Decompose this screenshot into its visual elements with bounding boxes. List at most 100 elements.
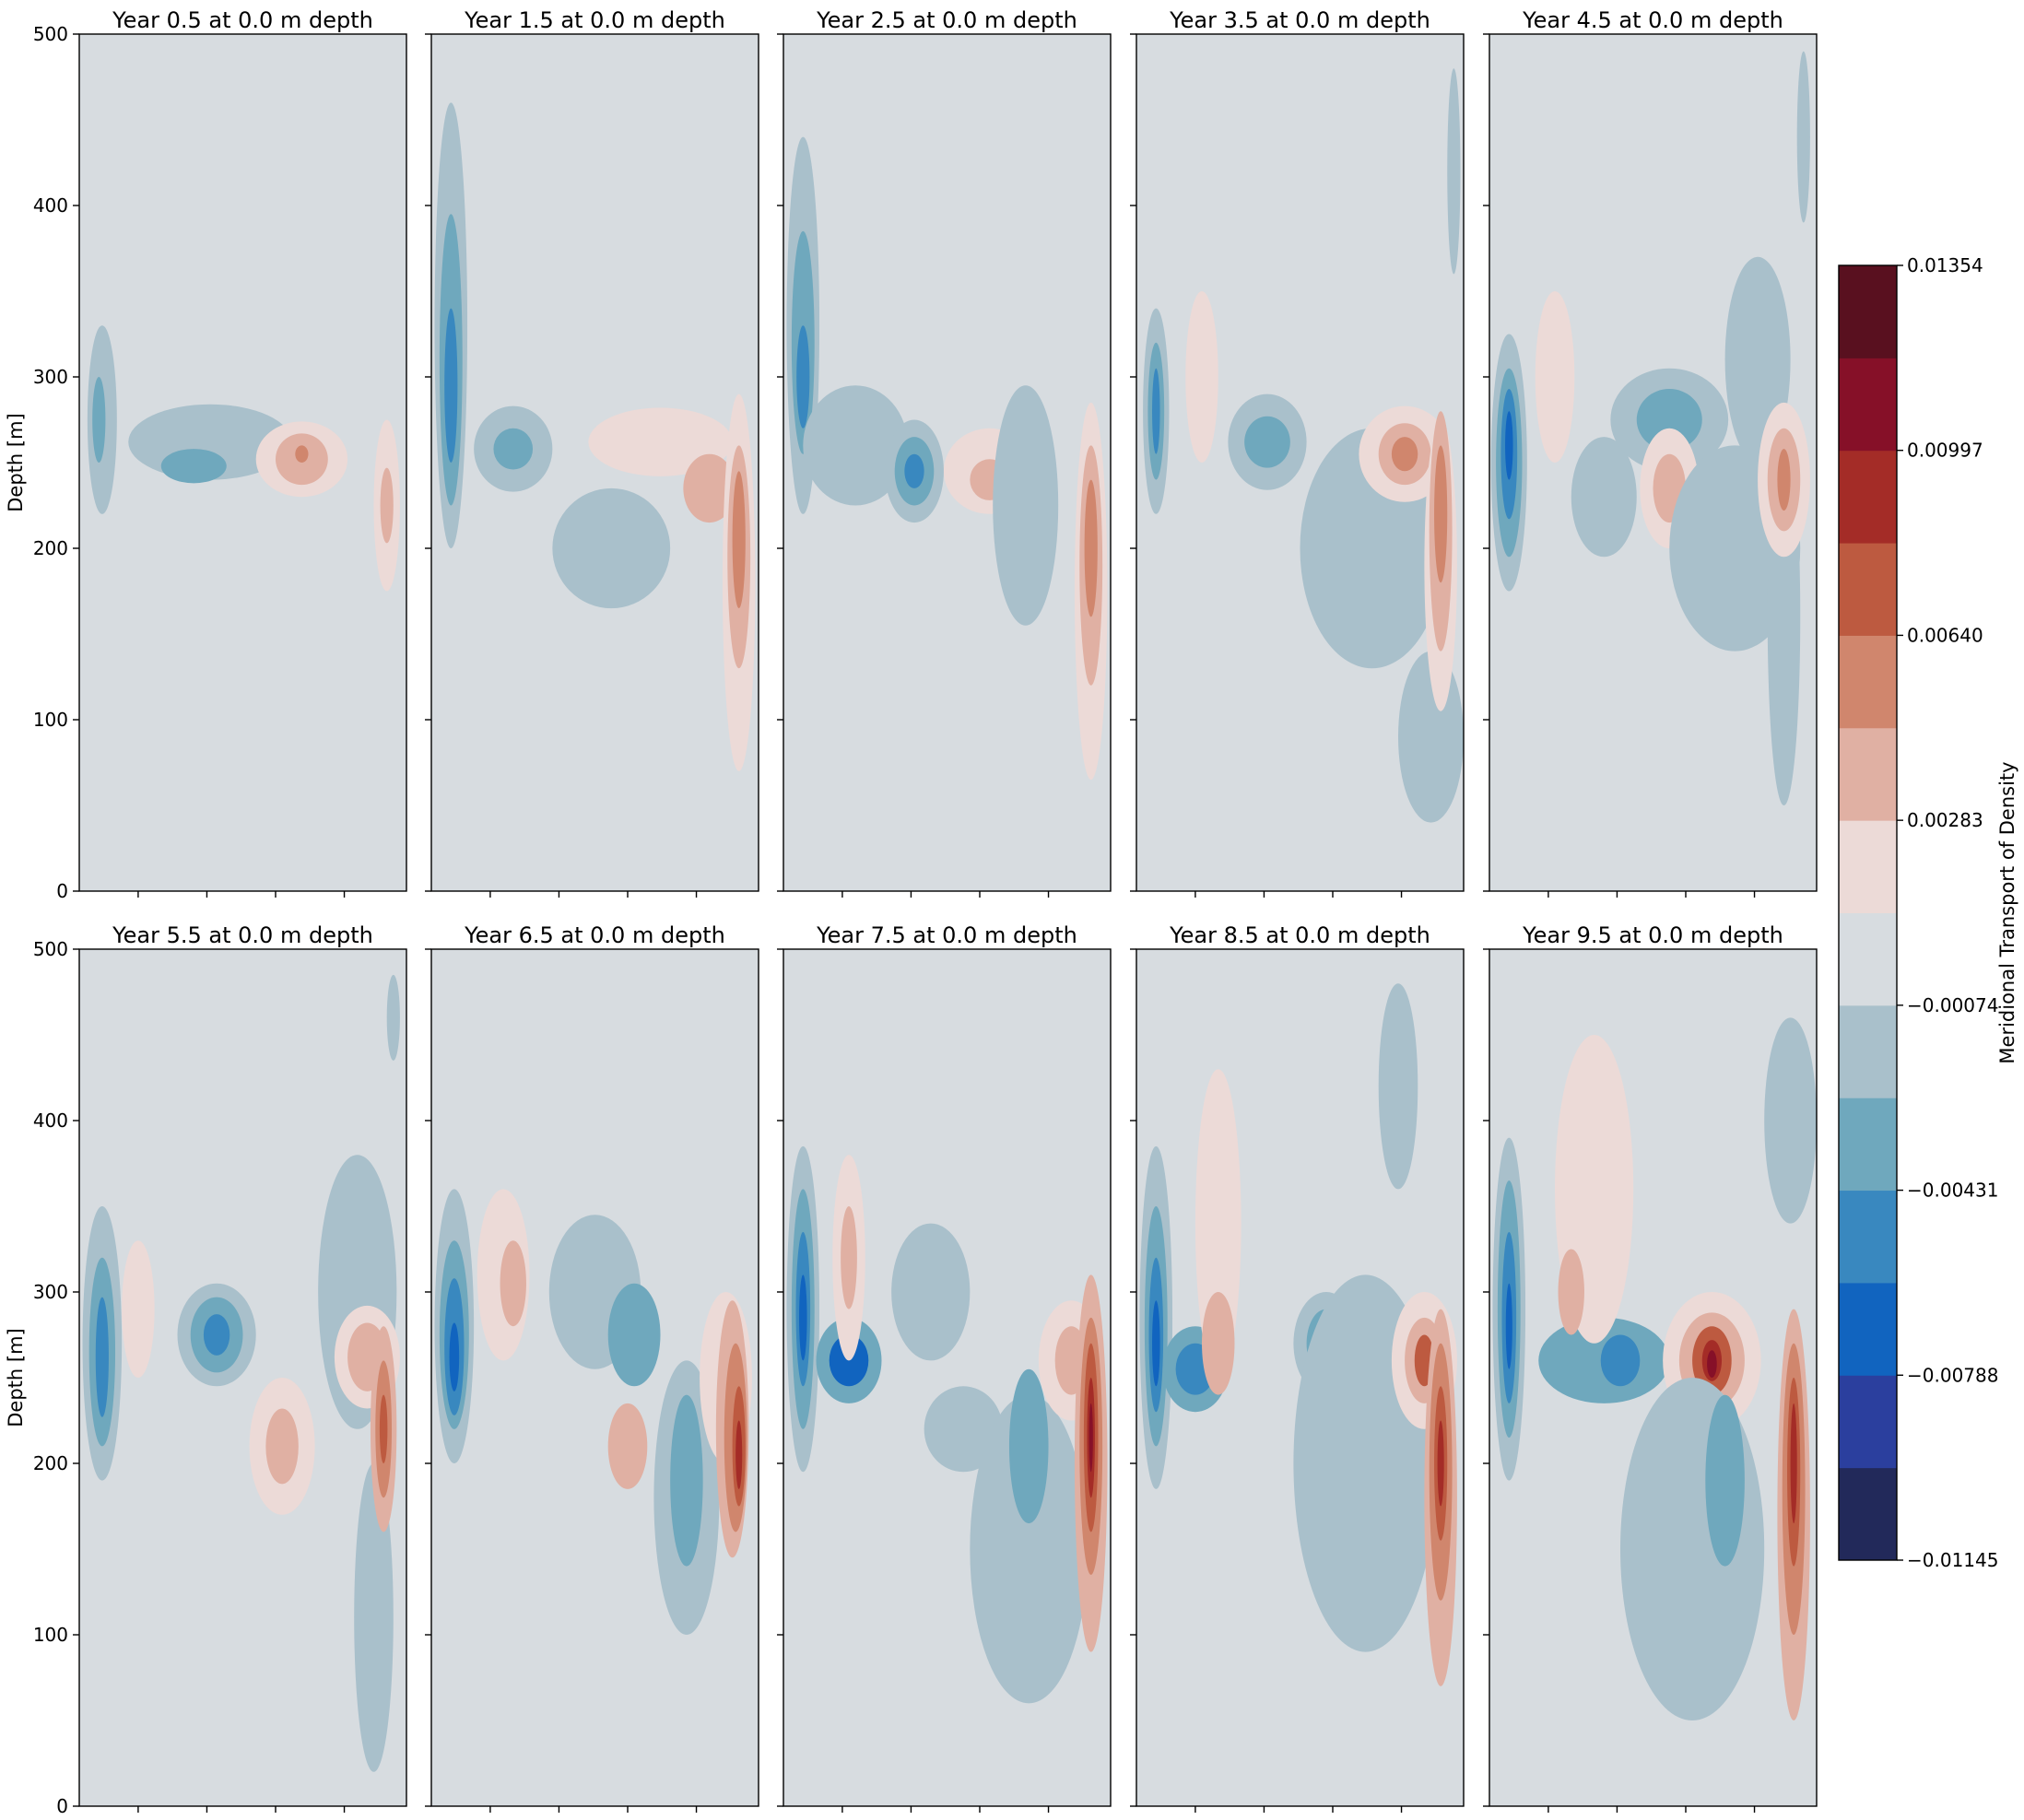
contour-region: [904, 453, 924, 488]
contour-field: [82, 974, 400, 1772]
contour-region: [670, 1394, 703, 1567]
panel-title: Year 2.5 at 0.0 m depth: [816, 7, 1077, 33]
colorbar-tick-label: 0.00283: [1907, 809, 1983, 831]
colorbar-band: [1839, 635, 1897, 729]
contour-field: [786, 1145, 1108, 1704]
contour-region: [1434, 445, 1448, 583]
contour-region: [1008, 1368, 1049, 1524]
panel-title: Year 4.5 at 0.0 m depth: [1522, 7, 1783, 33]
y-tick-label: 0: [56, 1795, 68, 1817]
contour-region: [295, 445, 309, 464]
y-axis-label: Depth [m]: [5, 1328, 27, 1427]
y-tick-label: 100: [33, 709, 68, 731]
colorbar-band: [1839, 1467, 1897, 1561]
contour-region: [1777, 449, 1791, 511]
contour-region: [1558, 1249, 1584, 1335]
contour-region: [1244, 416, 1290, 468]
contour-panel: Year 7.5 at 0.0 m depth: [777, 922, 1112, 1813]
contour-region: [265, 1408, 299, 1485]
contour-field: [1143, 68, 1464, 823]
colorbar-band: [1839, 820, 1897, 913]
contour-region: [92, 377, 106, 463]
panel-title: Year 3.5 at 0.0 m depth: [1169, 7, 1430, 33]
y-tick-label: 300: [33, 366, 68, 388]
y-tick-label: 500: [33, 938, 68, 960]
contour-region: [735, 1420, 743, 1489]
contour-region: [1202, 1292, 1235, 1395]
contour-panel: Year 5.5 at 0.0 m depth 0 100 200 300 400 500 D…: [5, 922, 407, 1817]
contour-region: [970, 1394, 1088, 1704]
contour-region: [1152, 368, 1160, 454]
contour-region: [493, 428, 534, 470]
contour-region: [1088, 1403, 1093, 1473]
contour-field: [434, 1189, 752, 1635]
contour-region: [203, 1314, 230, 1356]
panel-frame: [430, 33, 759, 892]
contour-panel: Year 6.5 at 0.0 m depth: [425, 922, 759, 1813]
contour-region: [799, 1274, 807, 1361]
contour-region: [683, 453, 736, 523]
contour-region: [1505, 411, 1513, 480]
colorbar-tick-label: −0.00074: [1907, 994, 1998, 1016]
contour-region: [1764, 1017, 1817, 1224]
contour-panel: Year 2.5 at 0.0 m depth: [777, 7, 1112, 898]
y-tick-label: 300: [33, 1281, 68, 1303]
contour-region: [1437, 1420, 1444, 1507]
colorbar-tick-label: 0.00997: [1907, 440, 1983, 462]
contour-region: [1152, 1300, 1160, 1387]
panel-frame: [78, 948, 407, 1807]
panel-frame: [783, 33, 1112, 892]
panel-title: Year 1.5 at 0.0 m depth: [464, 7, 725, 33]
contour-region: [449, 1322, 460, 1391]
contour-region: [380, 467, 394, 544]
y-tick-label: 200: [33, 537, 68, 559]
contour-region: [1790, 1403, 1797, 1524]
colorbar-band: [1839, 1282, 1897, 1376]
panel-frame: [783, 948, 1112, 1807]
contour-field: [1139, 983, 1457, 1686]
y-tick-label: 400: [33, 1110, 68, 1132]
colorbar-band: [1839, 1375, 1897, 1469]
panel-title: Year 6.5 at 0.0 m depth: [464, 922, 725, 948]
colorbar-tick-label: −0.00788: [1907, 1364, 1998, 1386]
contour-region: [552, 487, 671, 609]
contour-field: [434, 102, 756, 771]
panel-frame: [1136, 33, 1465, 892]
contour-region: [607, 1283, 661, 1387]
contour-region: [1378, 983, 1418, 1190]
contour-region: [1707, 1350, 1717, 1378]
contour-region: [1535, 291, 1575, 463]
contour-region: [841, 1206, 857, 1309]
panel-frame: [430, 948, 759, 1807]
contour-field: [87, 325, 400, 592]
colorbar-band: [1839, 543, 1897, 636]
colorbar-band: [1839, 1004, 1897, 1098]
contour-region: [500, 1240, 526, 1327]
panel-title: Year 9.5 at 0.0 m depth: [1522, 922, 1783, 948]
contour-region: [122, 1240, 155, 1378]
colorbar-frame: [1838, 264, 1898, 1561]
panel-title: Year 5.5 at 0.0 m depth: [112, 922, 373, 948]
panel-frame: [78, 33, 407, 892]
contour-region: [1185, 291, 1218, 463]
panel-title: Year 8.5 at 0.0 m depth: [1169, 922, 1430, 948]
colorbar-band: [1839, 1190, 1897, 1284]
contour-field: [786, 136, 1108, 781]
y-tick-label: 100: [33, 1624, 68, 1646]
contour-field: [1490, 51, 1810, 805]
contour-region: [444, 308, 458, 463]
colorbar-tick-label: −0.01145: [1907, 1549, 1998, 1571]
y-tick-label: 0: [56, 880, 68, 902]
colorbar-tick-label: 0.00640: [1907, 624, 1983, 646]
contour-region: [1505, 1283, 1512, 1369]
contour-region: [796, 325, 810, 429]
colorbar: −0.01145 −0.00788 −0.00431 −0.00074 0.00283 0…: [1838, 254, 2018, 1571]
contour-region: [386, 974, 400, 1061]
contour-panel: Year 1.5 at 0.0 m depth: [425, 7, 759, 898]
contour-region: [732, 471, 746, 609]
panels-layer: Year 0.5 at 0.0 m depth 0 100 200 300 400 500 D…: [5, 7, 1818, 1817]
contour-region: [1796, 51, 1810, 223]
contour-panel: Year 0.5 at 0.0 m depth 0 100 200 300 400 500 D…: [5, 7, 407, 902]
panel-frame: [1489, 948, 1818, 1807]
